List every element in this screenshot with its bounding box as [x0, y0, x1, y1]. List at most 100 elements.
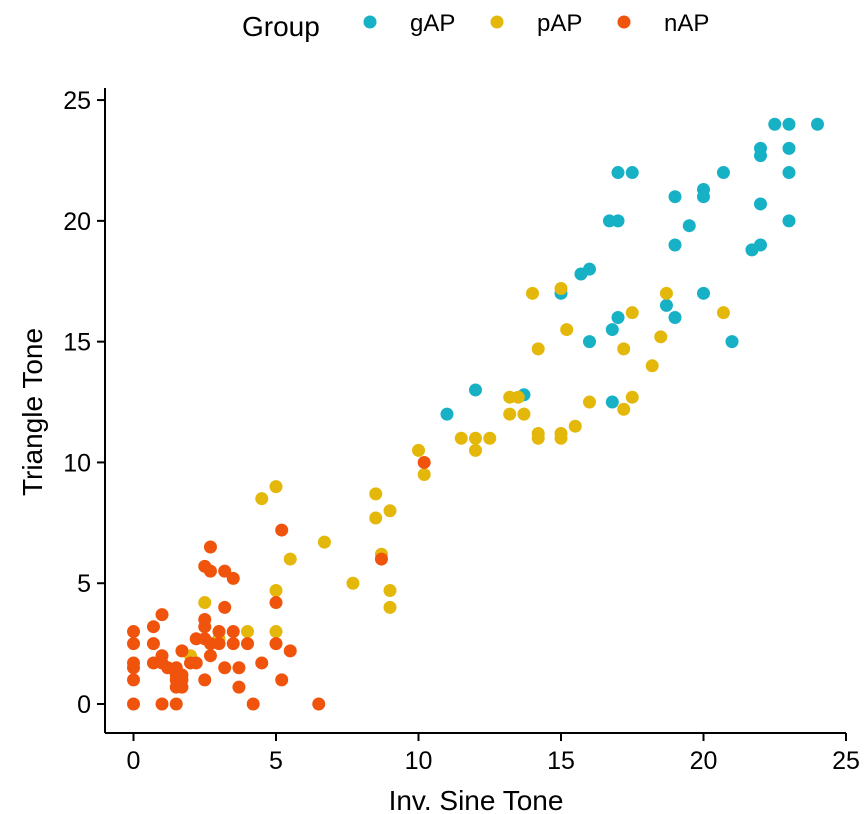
x-tick-label: 5: [269, 747, 283, 775]
legend-key-pAP: [490, 15, 504, 29]
data-point-nAP: [198, 673, 212, 687]
data-point-gAP: [782, 117, 796, 131]
data-point-nAP: [212, 625, 226, 639]
data-point-pAP: [645, 359, 659, 373]
data-point-gAP: [611, 310, 625, 324]
data-point-nAP: [241, 637, 254, 651]
data-point-pAP: [469, 431, 482, 445]
data-point-pAP: [554, 282, 568, 296]
data-point-gAP: [611, 166, 625, 180]
data-point-nAP: [189, 656, 203, 670]
data-point-pAP: [369, 487, 383, 501]
data-point-gAP: [811, 117, 824, 131]
data-point-pAP: [269, 583, 283, 597]
data-point-nAP: [127, 661, 140, 675]
data-point-gAP: [782, 214, 796, 228]
data-point-gAP: [659, 298, 673, 312]
data-point-pAP: [255, 492, 269, 506]
data-point-pAP: [412, 443, 425, 457]
data-point-gAP: [440, 407, 454, 421]
data-point-nAP: [232, 680, 246, 694]
data-point-gAP: [768, 117, 782, 131]
data-point-nAP: [175, 680, 189, 694]
data-point-pAP: [383, 504, 397, 518]
data-point-nAP: [269, 637, 283, 651]
data-point-nAP: [312, 697, 326, 711]
data-point-nAP: [175, 644, 189, 658]
data-point-pAP: [383, 600, 397, 614]
data-point-pAP: [241, 625, 254, 639]
data-point-gAP: [725, 335, 739, 349]
data-point-gAP: [754, 149, 767, 163]
data-point-pAP: [369, 511, 383, 525]
data-point-nAP: [246, 697, 260, 711]
data-point-pAP: [317, 535, 331, 549]
y-tick-label: 5: [77, 570, 91, 598]
data-point-nAP: [374, 552, 388, 566]
y-tick-label: 10: [63, 449, 91, 477]
x-tick-label: 15: [547, 747, 575, 775]
data-point-pAP: [617, 402, 631, 416]
data-point-gAP: [611, 214, 625, 228]
y-tick-label: 15: [63, 329, 91, 357]
data-point-nAP: [155, 608, 169, 622]
data-point-pAP: [531, 431, 545, 445]
data-point-pAP: [617, 342, 631, 356]
data-point-pAP: [383, 583, 397, 597]
data-point-gAP: [697, 286, 710, 300]
legend-title: Group: [242, 11, 320, 42]
data-point-pAP: [531, 342, 545, 356]
data-point-pAP: [625, 306, 639, 320]
data-point-gAP: [716, 166, 730, 180]
data-point-pAP: [659, 286, 673, 300]
data-point-gAP: [605, 395, 619, 409]
data-point-nAP: [203, 649, 217, 663]
data-point-pAP: [469, 443, 482, 457]
data-point-nAP: [127, 673, 140, 687]
legend-key-nAP: [617, 15, 631, 29]
legend-key-gAP: [363, 15, 377, 29]
data-point-pAP: [526, 286, 539, 300]
x-axis-title: Inv. Sine Tone: [389, 785, 564, 814]
data-point-nAP: [212, 637, 226, 651]
data-point-pAP: [511, 390, 525, 404]
x-tick-label: 0: [127, 747, 141, 775]
legend: Group gAP pAP nAP: [242, 10, 709, 42]
legend-label: nAP: [664, 10, 709, 37]
data-point-pAP: [583, 395, 596, 409]
data-point-nAP: [127, 697, 140, 711]
data-point-gAP: [605, 323, 619, 337]
data-point-gAP: [668, 190, 682, 204]
axes: 0 5 10 15 20 25 0 5 10 15 20 25: [63, 87, 860, 775]
legend-label: gAP: [410, 10, 455, 37]
data-point-gAP: [697, 190, 710, 204]
data-point-nAP: [155, 697, 169, 711]
data-point-pAP: [283, 552, 297, 566]
data-point-gAP: [668, 310, 682, 324]
data-point-nAP: [127, 625, 140, 639]
data-point-pAP: [198, 596, 212, 610]
data-point-nAP: [218, 564, 232, 578]
data-point-nAP: [127, 637, 140, 651]
data-point-pAP: [269, 625, 283, 639]
data-point-nAP: [146, 637, 160, 651]
data-point-nAP: [417, 455, 431, 469]
data-point-pAP: [554, 431, 568, 445]
data-point-nAP: [218, 600, 232, 614]
data-point-pAP: [503, 407, 517, 421]
data-point-gAP: [745, 243, 759, 257]
data-points: [127, 117, 824, 711]
data-point-nAP: [146, 620, 160, 634]
data-point-pAP: [517, 407, 531, 421]
y-tick-label: 0: [77, 691, 91, 719]
data-point-pAP: [454, 431, 468, 445]
data-point-nAP: [226, 637, 240, 651]
legend-label: pAP: [537, 10, 582, 37]
data-point-gAP: [782, 141, 796, 155]
data-point-gAP: [668, 238, 682, 252]
data-point-nAP: [198, 620, 212, 634]
data-point-pAP: [346, 576, 360, 590]
data-point-nAP: [226, 571, 240, 585]
x-tick-label: 25: [832, 747, 860, 775]
